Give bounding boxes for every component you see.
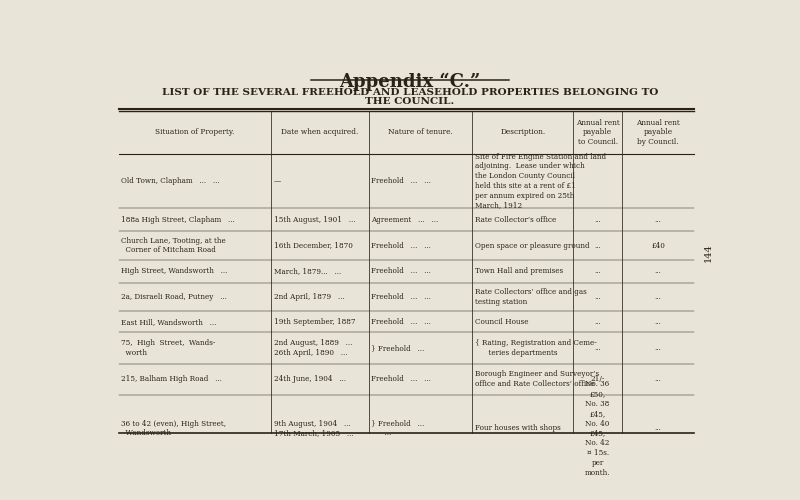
Text: Situation of Property.: Situation of Property. — [155, 128, 234, 136]
Text: 15th August, 1901   ...: 15th August, 1901 ... — [274, 216, 355, 224]
Text: ...: ... — [594, 268, 601, 276]
Text: Borough Engineer and Surveyor’s
office and Rate Collectors’ office: Borough Engineer and Surveyor’s office a… — [475, 370, 599, 388]
Text: ...: ... — [654, 216, 662, 224]
Text: East Hill, Wandsworth   ...: East Hill, Wandsworth ... — [121, 318, 217, 326]
Text: 36 to 42 (even), High Street,
  Wandsworth: 36 to 42 (even), High Street, Wandsworth — [121, 420, 226, 438]
Text: Description.: Description. — [500, 128, 546, 136]
Text: Freehold   ...   ...: Freehold ... ... — [371, 268, 431, 276]
Text: Freehold   ...   ...: Freehold ... ... — [371, 242, 431, 250]
Text: Old Town, Clapham   ...   ...: Old Town, Clapham ... ... — [121, 177, 220, 185]
Text: Date when acquired.: Date when acquired. — [282, 128, 358, 136]
Text: } Freehold   ...
      ...: } Freehold ... ... — [371, 420, 425, 438]
Text: No. 36
£50,
No. 38
£45,
No. 40
£45,
No. 42
¤ 15s.
per
month.: No. 36 £50, No. 38 £45, No. 40 £45, No. … — [585, 380, 610, 476]
Text: } Freehold   ...: } Freehold ... — [371, 344, 425, 352]
Text: 16th December, 1870: 16th December, 1870 — [274, 242, 353, 250]
Text: Church Lane, Tooting, at the
  Corner of Mitcham Road: Church Lane, Tooting, at the Corner of M… — [121, 236, 226, 254]
Text: LIST OF THE SEVERAL FREEHOLD AND LEASEHOLD PROPERTIES BELONGING TO: LIST OF THE SEVERAL FREEHOLD AND LEASEHO… — [162, 88, 658, 96]
Text: Four houses with shops: Four houses with shops — [475, 424, 561, 432]
Text: ...: ... — [654, 344, 662, 352]
Text: High Street, Wandsworth   ...: High Street, Wandsworth ... — [121, 268, 227, 276]
Text: 9th August, 1904   ...
17th March, 1905   ...: 9th August, 1904 ... 17th March, 1905 ..… — [274, 420, 353, 438]
Text: Open space or pleasure ground: Open space or pleasure ground — [475, 242, 590, 250]
Text: 2nd April, 1879   ...: 2nd April, 1879 ... — [274, 293, 344, 301]
Text: Freehold   ...   ...: Freehold ... ... — [371, 376, 431, 384]
Text: ...: ... — [654, 268, 662, 276]
Text: Appendix “C.”: Appendix “C.” — [339, 72, 481, 90]
Text: Freehold   ...   ...: Freehold ... ... — [371, 177, 431, 185]
Text: Nature of tenure.: Nature of tenure. — [388, 128, 453, 136]
Text: ...: ... — [654, 424, 662, 432]
Text: ...: ... — [654, 293, 662, 301]
Text: 215, Balham High Road   ...: 215, Balham High Road ... — [121, 376, 222, 384]
Text: Rate Collector’s office: Rate Collector’s office — [475, 216, 556, 224]
Text: Agreement   ...   ...: Agreement ... ... — [371, 216, 438, 224]
Text: ...: ... — [594, 216, 601, 224]
Text: 2nd August, 1889   ...
26th April, 1890   ...: 2nd August, 1889 ... 26th April, 1890 ..… — [274, 340, 352, 357]
Text: 21/-: 21/- — [590, 376, 605, 384]
Text: March, 1879...   ...: March, 1879... ... — [274, 268, 341, 276]
Text: Freehold   ...   ...: Freehold ... ... — [371, 293, 431, 301]
Text: ...: ... — [594, 242, 601, 250]
Text: ...: ... — [594, 344, 601, 352]
Text: Town Hall and premises: Town Hall and premises — [475, 268, 563, 276]
Text: 19th September, 1887: 19th September, 1887 — [274, 318, 355, 326]
Text: 24th June, 1904   ...: 24th June, 1904 ... — [274, 376, 346, 384]
Text: 75,  High  Street,  Wands-
  worth: 75, High Street, Wands- worth — [121, 340, 215, 357]
Text: £40: £40 — [651, 242, 665, 250]
Text: { Rating, Registration and Ceme-
      teries departments: { Rating, Registration and Ceme- teries … — [475, 340, 597, 357]
Text: Rate Collectors’ office and gas
testing station: Rate Collectors’ office and gas testing … — [475, 288, 586, 306]
Text: THE COUNCIL.: THE COUNCIL. — [366, 98, 454, 106]
Text: Council House: Council House — [475, 318, 529, 326]
Text: Annual rent
payable
by Council.: Annual rent payable by Council. — [636, 118, 680, 146]
Text: ...: ... — [594, 293, 601, 301]
Text: 2a, Disraeli Road, Putney   ...: 2a, Disraeli Road, Putney ... — [121, 293, 227, 301]
Text: Annual rent
payable
to Council.: Annual rent payable to Council. — [576, 118, 619, 146]
Text: ...: ... — [594, 318, 601, 326]
Text: ...: ... — [654, 376, 662, 384]
Text: Freehold   ...   ...: Freehold ... ... — [371, 318, 431, 326]
Text: —: — — [274, 177, 281, 185]
Text: ...: ... — [654, 318, 662, 326]
Text: Site of Fire Engine Station and land
adjoining.  Lease under which
the London Co: Site of Fire Engine Station and land adj… — [475, 152, 606, 210]
Text: 144: 144 — [704, 243, 713, 262]
Text: 188a High Street, Clapham   ...: 188a High Street, Clapham ... — [121, 216, 235, 224]
